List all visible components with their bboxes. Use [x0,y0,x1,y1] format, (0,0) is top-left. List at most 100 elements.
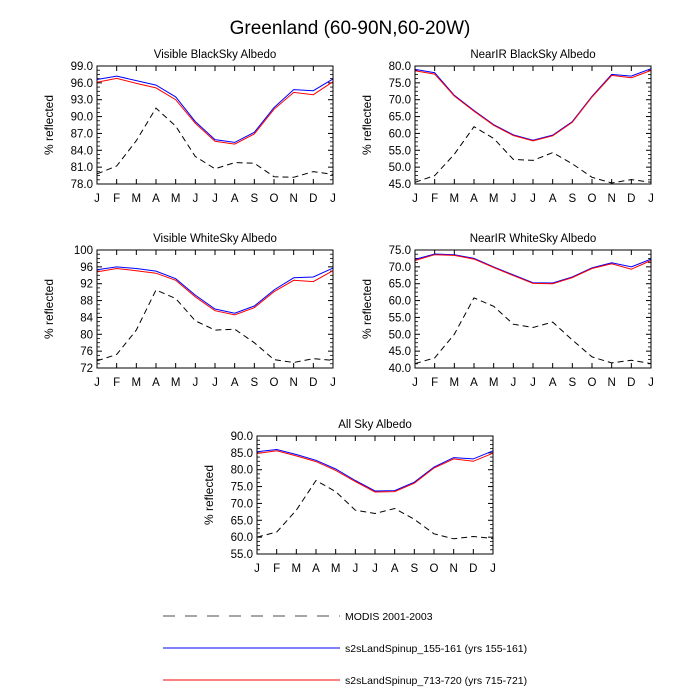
y-tick-label: 96.0 [71,78,93,90]
series-line-2 [96,266,334,314]
x-tick-label: J [490,563,496,575]
x-tick-label: O [588,377,597,389]
y-tick-label: 88 [80,296,93,308]
x-tick-label: S [250,377,258,389]
x-tick-label: J [330,377,336,389]
x-tick-label: M [331,563,341,575]
x-tick-label: A [152,193,160,205]
legend-label-2: s2sLandSpinup_155-161 (yrs 155-161) [345,643,527,655]
series-line-3 [256,450,494,493]
panel-4: NearIR WhiteSky Albedo % reflected 40.0 45.… [360,233,654,389]
panels: Visible BlackSky Albedo % reflected 78.0 81… [42,49,654,575]
panel-3: Visible WhiteSky Albedo % reflected 72 76 80… [42,233,336,389]
series-line-2 [414,68,652,141]
series-line-3 [414,69,652,142]
panel-title: NearIR WhiteSky Albedo [470,233,597,245]
x-tick-label: D [469,563,477,575]
x-tick-label: O [270,377,279,389]
x-tick-label: D [309,377,317,389]
x-tick-label: A [312,563,320,575]
panel-1: Visible BlackSky Albedo % reflected 78.0 81… [42,49,336,205]
x-tick-label: M [489,377,499,389]
legend-label-1: MODIS 2001-2003 [345,611,433,623]
y-tick-label: 99.0 [71,61,93,73]
y-tick-label: 93.0 [71,95,93,107]
x-tick-label: F [113,193,120,205]
x-tick-label: A [231,377,239,389]
x-tick-label: J [352,563,358,575]
x-tick-label: J [94,377,100,389]
x-tick-label: F [273,563,280,575]
y-tick-label: 78.0 [71,179,93,191]
series-line-1 [96,289,334,364]
y-tick-label: 84.0 [71,145,93,157]
plot-frame [96,65,334,185]
x-tick-label: M [450,377,460,389]
y-tick-label: 80 [80,329,93,341]
x-tick-label: M [171,193,181,205]
x-tick-label: A [549,193,557,205]
y-tick-label: 81.0 [71,162,93,174]
y-tick-label: 100 [74,245,93,257]
x-tick-label: J [94,193,100,205]
series-line-2 [96,75,334,143]
x-tick-label: J [412,377,418,389]
x-tick-label: D [627,193,635,205]
x-tick-label: O [270,193,279,205]
x-tick-label: J [530,193,536,205]
y-tick-label: 55.0 [231,549,253,561]
x-tick-label: A [470,193,478,205]
x-tick-label: N [608,193,616,205]
legend: MODIS 2001-2003 s2sLandSpinup_155-161 (yr… [163,611,527,687]
y-axis-label: % reflected [42,95,56,155]
x-tick-label: J [330,193,336,205]
x-tick-label: A [470,377,478,389]
series-line-1 [414,297,652,365]
x-tick-label: J [510,193,516,205]
series-line-1 [96,107,334,178]
y-tick-label: 85.0 [231,448,253,460]
x-tick-label: N [290,377,298,389]
y-tick-label: 70.0 [389,95,411,107]
y-tick-label: 65.0 [231,515,253,527]
y-tick-label: 55.0 [389,312,411,324]
series-line-1 [256,479,494,540]
x-tick-label: J [254,563,260,575]
x-tick-label: J [372,563,378,575]
y-tick-label: 55.0 [389,145,411,157]
legend-label-3: s2sLandSpinup_713-720 (yrs 715-721) [345,675,527,687]
series-line-3 [96,267,334,316]
x-tick-label: S [410,563,418,575]
x-tick-label: S [568,377,576,389]
x-tick-label: F [431,377,438,389]
x-tick-label: J [648,377,654,389]
series-line-2 [256,448,494,492]
x-tick-label: S [250,193,258,205]
figure-title: Greenland (60-90N,60-20W) [230,18,471,39]
y-tick-label: 76 [80,346,93,358]
y-tick-label: 90.0 [231,431,253,443]
x-tick-label: D [309,193,317,205]
panel-title: All Sky Albedo [338,419,412,431]
x-tick-label: A [549,377,557,389]
y-tick-label: 50.0 [389,162,411,174]
x-tick-label: J [192,193,198,205]
series-line-3 [96,77,334,145]
panel-title: NearIR BlackSky Albedo [470,49,595,61]
panel-5: All Sky Albedo % reflected 55.0 60.0 65.0 70.… [202,419,496,575]
y-axis-label: % reflected [360,279,374,339]
y-axis-label: % reflected [360,95,374,155]
y-tick-label: 40.0 [389,363,411,375]
y-tick-label: 75.0 [231,482,253,494]
y-tick-label: 75.0 [389,245,411,257]
x-tick-label: J [192,377,198,389]
x-tick-label: D [627,377,635,389]
y-tick-label: 84 [80,312,93,324]
x-tick-label: J [648,193,654,205]
y-tick-label: 50.0 [389,329,411,341]
x-tick-label: A [231,193,239,205]
x-tick-label: J [530,377,536,389]
series-line-1 [414,126,652,184]
x-tick-label: M [450,193,460,205]
